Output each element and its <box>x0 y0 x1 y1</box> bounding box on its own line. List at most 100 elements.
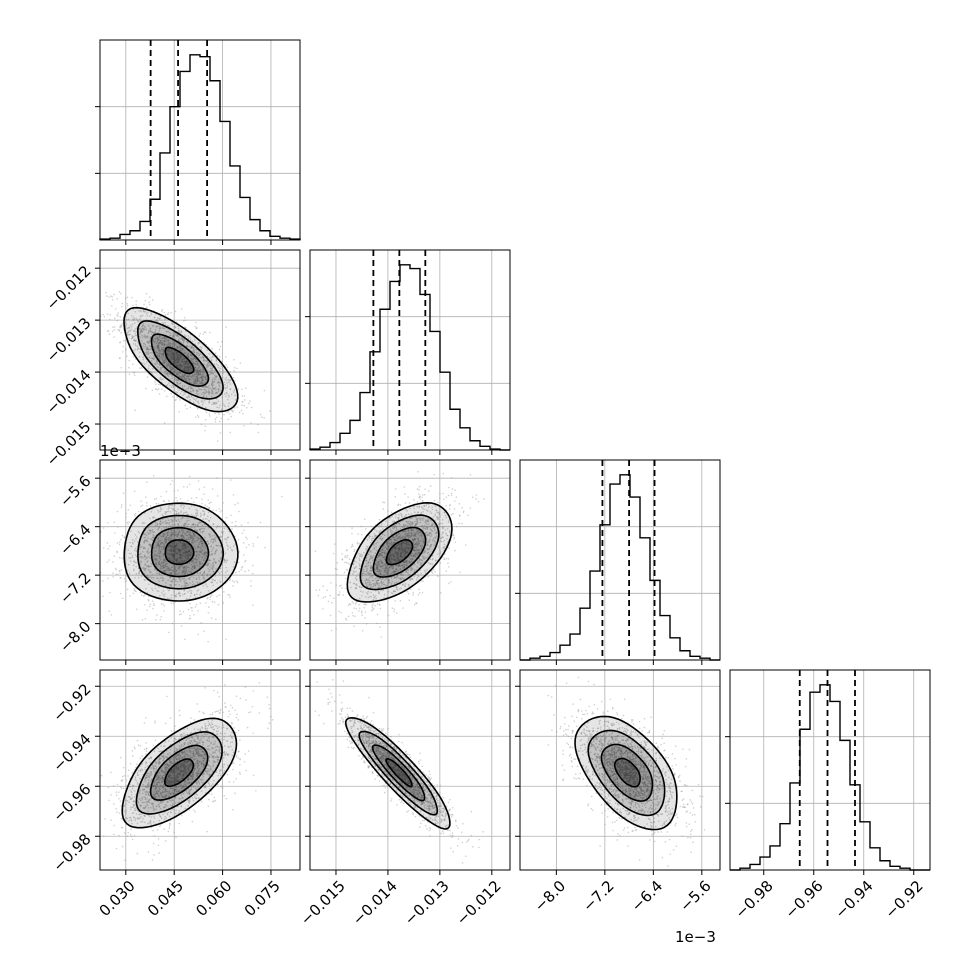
scatter-point <box>397 559 399 562</box>
scatter-point <box>406 590 409 593</box>
scatter-point <box>172 591 175 593</box>
scatter-point <box>403 553 405 556</box>
scatter-point <box>134 590 136 592</box>
scatter-point <box>134 332 137 335</box>
scatter-point <box>370 596 373 598</box>
scatter-point <box>183 363 185 366</box>
scatter-point <box>148 551 151 554</box>
scatter-point <box>162 561 165 564</box>
scatter-point <box>352 563 355 565</box>
scatter-point <box>420 558 423 561</box>
scatter-point <box>210 546 212 548</box>
scatter-point <box>200 388 203 391</box>
scatter-point <box>135 590 137 593</box>
scatter-point <box>475 498 477 500</box>
scatter-point <box>414 549 417 551</box>
scatter-point <box>167 589 170 592</box>
scatter-point <box>380 554 382 556</box>
scatter-point <box>416 551 419 554</box>
scatter-point <box>423 552 425 554</box>
scatter-point <box>173 358 175 361</box>
scatter-point <box>263 416 265 419</box>
scatter-point <box>405 564 408 567</box>
scatter-point <box>114 308 117 310</box>
scatter-point <box>113 293 115 296</box>
scatter-point <box>216 355 218 357</box>
scatter-point <box>423 527 426 529</box>
scatter-point <box>143 363 146 365</box>
scatter-point <box>173 344 176 346</box>
scatter-point <box>443 558 445 561</box>
scatter-point <box>173 352 175 355</box>
scatter-point <box>161 513 163 516</box>
scatter-point <box>164 542 167 544</box>
scatter-point <box>192 577 195 579</box>
scatter-point <box>210 389 213 392</box>
scatter-point <box>175 533 178 536</box>
scatter-point <box>227 394 230 397</box>
scatter-point <box>418 485 421 488</box>
scatter-point <box>443 511 446 514</box>
scatter-point <box>202 359 205 362</box>
scatter-point <box>163 521 165 523</box>
scatter-point <box>164 593 166 595</box>
scatter-point <box>179 367 182 370</box>
scatter-point <box>195 536 197 538</box>
scatter-point <box>208 401 210 403</box>
scatter-point <box>393 538 396 541</box>
scatter-point <box>174 338 177 340</box>
scatter-point <box>205 343 207 346</box>
scatter-point <box>146 315 149 317</box>
scatter-point <box>184 572 187 574</box>
scatter-point <box>396 586 398 589</box>
scatter-point <box>183 375 185 378</box>
scatter-point <box>194 366 197 369</box>
scatter-point <box>176 557 179 560</box>
scatter-point <box>187 608 190 611</box>
scatter-point <box>227 378 230 381</box>
scatter-point <box>204 409 207 412</box>
scatter-point <box>124 580 127 583</box>
scatter-point <box>191 584 194 586</box>
scatter-point <box>378 570 381 573</box>
scatter-point <box>192 347 195 350</box>
scatter-point <box>204 385 207 388</box>
scatter-point <box>135 300 138 302</box>
scatter-point <box>183 571 185 573</box>
scatter-point <box>145 292 148 295</box>
scatter-point <box>394 539 397 541</box>
scatter-point <box>169 576 172 578</box>
scatter-point <box>149 557 151 560</box>
scatter-point <box>157 366 159 368</box>
scatter-point <box>415 520 418 523</box>
scatter-point <box>371 604 373 607</box>
scatter-point <box>392 520 394 523</box>
scatter-point <box>123 536 126 539</box>
scatter-point <box>126 304 129 307</box>
scatter-point <box>443 512 446 514</box>
scatter-point <box>187 549 190 551</box>
scatter-point <box>366 569 369 571</box>
scatter-point <box>187 375 189 377</box>
scatter-point <box>160 342 162 344</box>
scatter-point <box>330 629 333 632</box>
scatter-point <box>416 566 418 568</box>
scatter-point <box>420 531 422 534</box>
scatter-point <box>176 573 179 575</box>
scatter-point <box>210 581 212 583</box>
scatter-point <box>414 554 417 557</box>
scatter-point <box>405 546 408 549</box>
scatter-point <box>174 343 176 345</box>
scatter-point <box>177 357 180 359</box>
scatter-point <box>390 577 393 579</box>
density-shade <box>137 320 223 399</box>
scatter-point <box>387 571 389 574</box>
density-shade <box>151 334 209 387</box>
scatter-point <box>186 582 189 585</box>
scatter-point <box>196 380 199 382</box>
scatter-point <box>134 334 137 337</box>
scatter-point <box>177 339 180 341</box>
scatter-point <box>178 340 180 342</box>
scatter-point <box>360 590 362 592</box>
scatter-point <box>157 590 160 592</box>
